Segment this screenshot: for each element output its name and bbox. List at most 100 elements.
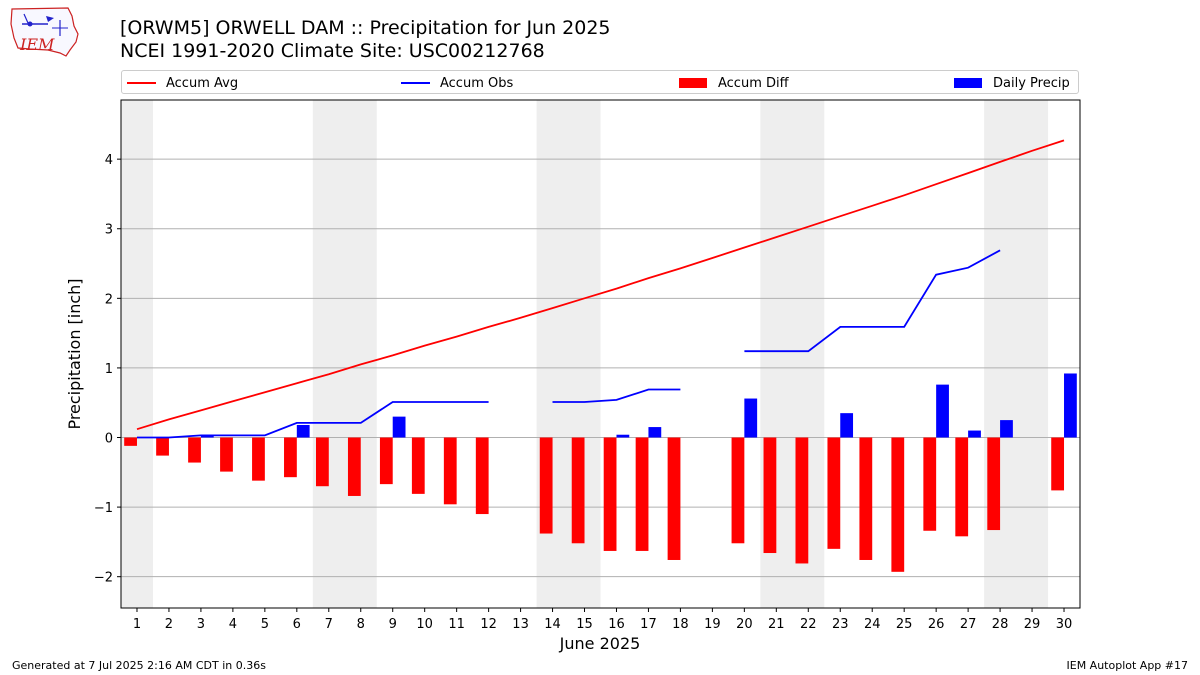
- x-tick-label: 30: [1056, 617, 1073, 632]
- accum-diff-bar: [443, 437, 457, 505]
- x-tick-label: 5: [261, 617, 269, 632]
- accum-diff-bar: [347, 437, 361, 496]
- accum-diff-bar: [539, 437, 553, 534]
- accum-obs-line: [137, 401, 489, 439]
- x-tick-label: 3: [197, 617, 205, 632]
- accum-diff-bar: [156, 437, 169, 456]
- app-credit: IEM Autoplot App #17: [1066, 659, 1189, 672]
- daily-precip-bar: [968, 430, 981, 438]
- x-tick-label: 20: [736, 617, 753, 632]
- accum-diff-bar: [955, 437, 969, 537]
- x-tick-label: 15: [576, 617, 593, 632]
- accum-diff-bar: [763, 437, 777, 554]
- accum-diff-bar: [603, 437, 617, 551]
- daily-precip-bar: [936, 384, 949, 438]
- daily-precip-bar: [1064, 373, 1077, 438]
- daily-precip-bar: [840, 413, 854, 438]
- y-tick-label: 3: [105, 223, 113, 238]
- legend-item-accum-obs: Accum Obs: [401, 74, 513, 92]
- x-tick-label: 23: [832, 617, 849, 632]
- x-tick-label: 4: [229, 617, 237, 632]
- legend-label-accum-avg: Accum Avg: [166, 75, 239, 91]
- x-tick-label: 12: [480, 617, 497, 632]
- accum-diff-bar: [795, 437, 809, 564]
- x-tick-label: 14: [544, 617, 561, 632]
- x-tick-label: 27: [960, 617, 977, 632]
- legend-item-daily-precip: Daily Precip: [954, 74, 1070, 92]
- x-axis-label: June 2025: [559, 634, 641, 653]
- y-tick-label: 0: [105, 432, 113, 447]
- daily-precip-bar: [648, 427, 662, 438]
- legend-swatch-accum-avg: [127, 82, 156, 84]
- accum-diff-bar: [891, 437, 905, 572]
- plot-frame: [120, 99, 1081, 609]
- accum-avg-line: [136, 139, 1065, 431]
- accum-diff-bar: [284, 437, 297, 478]
- y-tick-label: 1: [105, 362, 113, 377]
- x-tick-label: 24: [864, 617, 881, 632]
- x-tick-label: 8: [357, 617, 365, 632]
- accum-diff-bar: [635, 437, 649, 551]
- x-tick-label: 19: [704, 617, 721, 632]
- accum-diff-bar: [987, 437, 1001, 531]
- x-tick-label: 28: [992, 617, 1009, 632]
- x-tick-label: 1: [133, 617, 141, 632]
- legend-label-accum-obs: Accum Obs: [440, 75, 514, 91]
- chart-legend: Accum Avg Accum Obs Accum Diff Daily Pre…: [121, 70, 1079, 94]
- x-tick-label: 25: [896, 617, 913, 632]
- x-tick-label: 16: [608, 617, 625, 632]
- accum-obs-line: [552, 388, 681, 403]
- x-tick-label: 13: [512, 617, 529, 632]
- x-tick-label: 29: [1024, 617, 1041, 632]
- accum-diff-bar: [731, 437, 745, 544]
- y-tick-label: −2: [94, 571, 113, 586]
- legend-swatch-accum-obs: [401, 82, 430, 84]
- x-tick-label: 11: [448, 617, 465, 632]
- generated-timestamp: Generated at 7 Jul 2025 2:16 AM CDT in 0…: [12, 659, 266, 672]
- accum-diff-bar: [379, 437, 393, 485]
- daily-precip-bar: [1000, 420, 1013, 438]
- y-tick-label: −1: [94, 501, 113, 516]
- chart-title: [ORWM5] ORWELL DAM :: Precipitation for …: [120, 17, 611, 39]
- legend-item-accum-diff: Accum Diff: [679, 74, 789, 92]
- accum-diff-bar: [124, 437, 137, 446]
- daily-precip-bar: [200, 435, 214, 438]
- accum-diff-bar: [923, 437, 937, 531]
- x-tick-label: 9: [389, 617, 397, 632]
- accum-diff-bar: [315, 437, 329, 487]
- x-tick-label: 22: [800, 617, 817, 632]
- accum-diff-bar: [252, 437, 265, 481]
- legend-label-daily-precip: Daily Precip: [993, 75, 1070, 91]
- accum-diff-bar: [411, 437, 425, 494]
- accum-diff-bar: [571, 437, 585, 544]
- weekend-band-4: [984, 100, 1049, 608]
- accum-diff-bar: [667, 437, 681, 560]
- iem-logo: IEM: [8, 6, 82, 62]
- y-tick-label: 4: [105, 153, 113, 168]
- daily-precip-bar: [392, 416, 406, 438]
- legend-label-accum-diff: Accum Diff: [718, 75, 789, 91]
- weekend-band-1: [312, 100, 377, 608]
- accum-diff-bar: [475, 437, 489, 515]
- accum-diff-bar: [1051, 437, 1065, 491]
- accum-diff-bar: [220, 437, 233, 472]
- x-tick-label: 18: [672, 617, 689, 632]
- accum-obs-line: [744, 249, 1001, 353]
- x-tick-label: 2: [165, 617, 173, 632]
- legend-item-accum-avg: Accum Avg: [127, 74, 238, 92]
- y-tick-label: 2: [105, 292, 113, 307]
- x-tick-label: 26: [928, 617, 945, 632]
- x-tick-label: 21: [768, 617, 785, 632]
- daily-precip-bar: [616, 434, 630, 438]
- accum-diff-bar: [188, 437, 201, 463]
- daily-precip-bar: [744, 398, 758, 438]
- x-tick-label: 17: [640, 617, 657, 632]
- accum-diff-bar: [827, 437, 841, 549]
- svg-text:IEM: IEM: [19, 35, 55, 54]
- x-tick-label: 10: [416, 617, 433, 632]
- legend-swatch-accum-diff: [679, 78, 707, 88]
- legend-swatch-daily-precip: [954, 78, 982, 88]
- accum-diff-bar: [859, 437, 873, 560]
- chart-subtitle: NCEI 1991-2020 Climate Site: USC00212768: [120, 40, 545, 62]
